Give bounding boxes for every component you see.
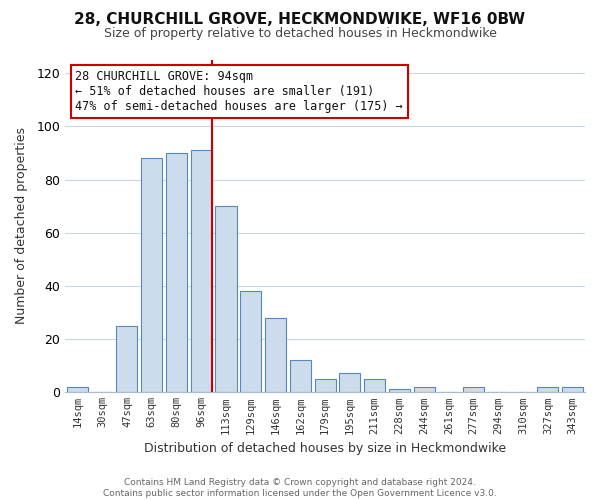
Text: 28 CHURCHILL GROVE: 94sqm
← 51% of detached houses are smaller (191)
47% of semi: 28 CHURCHILL GROVE: 94sqm ← 51% of detac…	[76, 70, 403, 113]
Bar	[116, 326, 137, 392]
Bar	[339, 374, 361, 392]
Bar	[265, 318, 286, 392]
Bar	[215, 206, 236, 392]
Y-axis label: Number of detached properties: Number of detached properties	[15, 128, 28, 324]
Bar	[166, 153, 187, 392]
Bar	[191, 150, 212, 392]
Bar	[290, 360, 311, 392]
Bar	[314, 378, 335, 392]
Bar	[67, 386, 88, 392]
Bar	[463, 386, 484, 392]
Text: Contains HM Land Registry data © Crown copyright and database right 2024.
Contai: Contains HM Land Registry data © Crown c…	[103, 478, 497, 498]
X-axis label: Distribution of detached houses by size in Heckmondwike: Distribution of detached houses by size …	[144, 442, 506, 455]
Text: 28, CHURCHILL GROVE, HECKMONDWIKE, WF16 0BW: 28, CHURCHILL GROVE, HECKMONDWIKE, WF16 …	[74, 12, 526, 28]
Bar	[538, 386, 559, 392]
Bar	[389, 390, 410, 392]
Bar	[240, 291, 261, 392]
Bar	[364, 378, 385, 392]
Text: Size of property relative to detached houses in Heckmondwike: Size of property relative to detached ho…	[104, 28, 496, 40]
Bar	[562, 386, 583, 392]
Bar	[141, 158, 162, 392]
Bar	[413, 386, 434, 392]
